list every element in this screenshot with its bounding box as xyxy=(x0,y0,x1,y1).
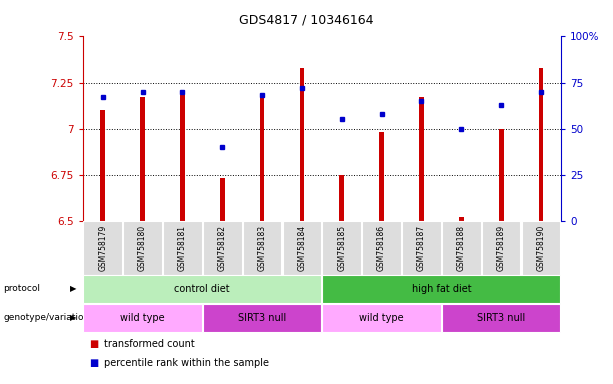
Bar xyxy=(419,97,424,221)
Bar xyxy=(340,175,344,221)
Text: GSM758184: GSM758184 xyxy=(297,225,306,271)
Text: GSM758190: GSM758190 xyxy=(536,225,546,271)
Text: GSM758185: GSM758185 xyxy=(337,225,346,271)
Text: ■: ■ xyxy=(89,358,98,368)
Text: genotype/variation: genotype/variation xyxy=(3,313,89,322)
Bar xyxy=(101,110,105,221)
Text: ■: ■ xyxy=(89,339,98,349)
Text: GSM758183: GSM758183 xyxy=(257,225,267,271)
Text: GSM758182: GSM758182 xyxy=(218,225,227,271)
Bar xyxy=(499,129,503,221)
Bar xyxy=(539,68,543,221)
Bar xyxy=(140,97,145,221)
Text: GSM758186: GSM758186 xyxy=(377,225,386,271)
Text: ▶: ▶ xyxy=(70,313,77,322)
Bar xyxy=(300,68,304,221)
Text: GSM758179: GSM758179 xyxy=(98,225,107,271)
Text: GSM758189: GSM758189 xyxy=(497,225,506,271)
Text: GSM758188: GSM758188 xyxy=(457,225,466,271)
Text: transformed count: transformed count xyxy=(104,339,195,349)
Bar xyxy=(459,217,463,221)
Text: wild type: wild type xyxy=(120,313,165,323)
Text: control diet: control diet xyxy=(175,284,230,294)
Bar xyxy=(180,96,185,221)
Text: GSM758180: GSM758180 xyxy=(138,225,147,271)
Text: SIRT3 null: SIRT3 null xyxy=(477,313,525,323)
Text: GSM758187: GSM758187 xyxy=(417,225,426,271)
Text: percentile rank within the sample: percentile rank within the sample xyxy=(104,358,269,368)
Text: SIRT3 null: SIRT3 null xyxy=(238,313,286,323)
Text: wild type: wild type xyxy=(359,313,404,323)
Text: high fat diet: high fat diet xyxy=(411,284,471,294)
Text: protocol: protocol xyxy=(3,285,40,293)
Bar xyxy=(220,179,224,221)
Text: GDS4817 / 10346164: GDS4817 / 10346164 xyxy=(239,13,374,26)
Text: ▶: ▶ xyxy=(70,285,77,293)
Bar xyxy=(379,132,384,221)
Text: GSM758181: GSM758181 xyxy=(178,225,187,271)
Bar xyxy=(260,97,264,221)
